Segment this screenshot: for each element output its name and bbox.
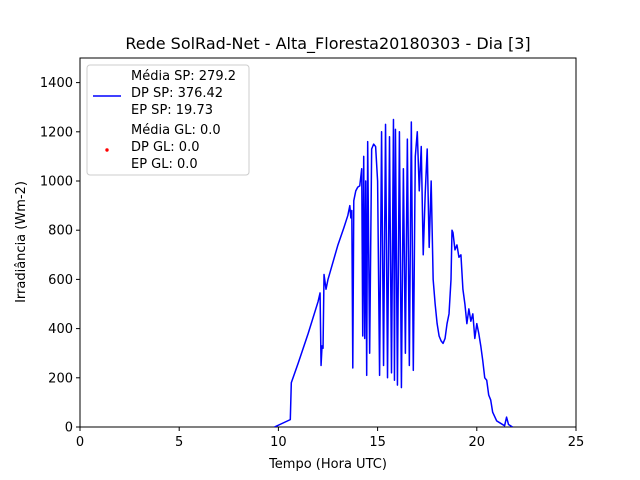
y-tick-label: 600 xyxy=(48,273,73,288)
y-tick-label: 400 xyxy=(48,322,73,337)
series-layer xyxy=(274,118,513,427)
legend: Média SP: 279.2 DP SP: 376.42 EP SP: 19.73… xyxy=(86,64,250,176)
y-tick-label: 800 xyxy=(48,224,73,239)
y-tick-label: 200 xyxy=(48,371,73,386)
y-tick-label: 1000 xyxy=(40,175,73,190)
legend-entry-text: Média SP: 279.2 xyxy=(131,69,236,84)
y-axis-label: Irradiância (Wm-2) xyxy=(14,181,29,303)
legend-entry-text: EP GL: 0.0 xyxy=(131,157,198,172)
x-tick-label: 15 xyxy=(369,435,386,450)
plot-frame xyxy=(79,57,577,428)
plot-area xyxy=(79,57,577,428)
series-line-sp xyxy=(274,118,513,427)
y-axis: 0 200 400 600 800 1000 1200 1400 xyxy=(40,76,80,436)
y-tick-label: 1200 xyxy=(40,125,73,140)
x-tick-label: 0 xyxy=(76,435,84,450)
chart-title: Rede SolRad-Net - Alta_Floresta20180303 … xyxy=(125,34,530,54)
x-tick-label: 5 xyxy=(175,435,183,450)
legend-entry-text: Média GL: 0.0 xyxy=(131,123,221,138)
legend-entry-text: EP SP: 19.73 xyxy=(131,103,213,118)
x-tick-label: 25 xyxy=(568,435,585,450)
legend-entry-text: DP GL: 0.0 xyxy=(131,140,200,155)
x-axis-label: Tempo (Hora UTC) xyxy=(268,457,387,472)
legend-entry-text: DP SP: 376.42 xyxy=(131,86,223,101)
legend-marker-gl xyxy=(105,148,109,152)
x-tick-label: 10 xyxy=(270,435,287,450)
x-axis: 0 5 10 15 20 25 xyxy=(76,427,584,450)
x-tick-label: 20 xyxy=(469,435,486,450)
legend-box xyxy=(86,64,250,176)
y-tick-label: 0 xyxy=(65,421,73,436)
y-tick-label: 1400 xyxy=(40,76,73,91)
